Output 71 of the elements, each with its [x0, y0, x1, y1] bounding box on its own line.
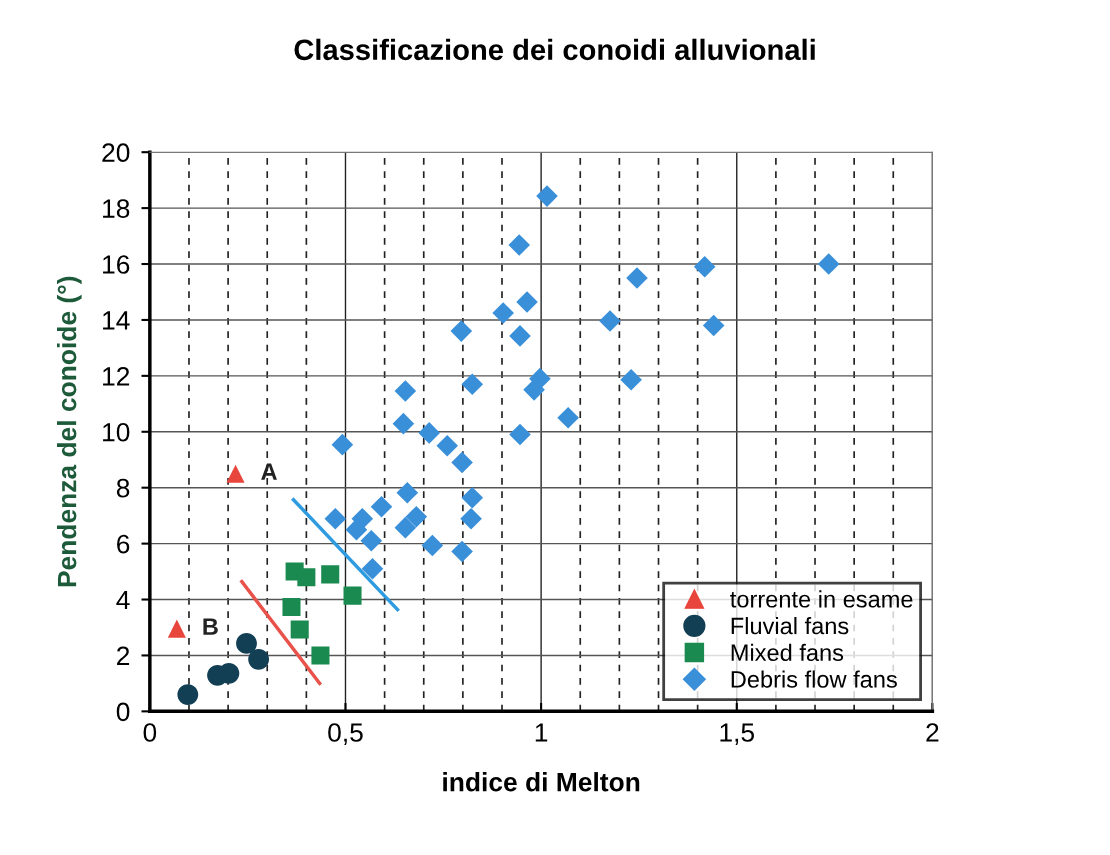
y-tick-label: 14	[103, 311, 130, 330]
y-tick-label: 6	[117, 534, 130, 554]
legend-label: Mixed fans	[731, 643, 844, 662]
legend-label: Debris flow fans	[731, 670, 897, 688]
point	[451, 451, 473, 474]
point	[817, 253, 840, 275]
legend-label: torrente in esame	[730, 590, 913, 608]
point	[343, 586, 362, 605]
point	[421, 534, 444, 557]
point	[331, 433, 354, 456]
chart-title: Classificazione dei conoidi alluvionali	[294, 38, 815, 61]
point	[620, 368, 642, 391]
point	[297, 568, 316, 587]
point	[248, 648, 270, 670]
point	[509, 325, 531, 347]
point	[626, 267, 648, 289]
x-tick-label: 1	[535, 723, 548, 742]
point	[282, 598, 301, 617]
point	[523, 379, 545, 401]
y-tick-label: 16	[103, 255, 130, 274]
point	[536, 185, 558, 207]
point	[436, 434, 459, 457]
point	[451, 540, 473, 563]
point	[226, 464, 245, 483]
x-axis-title: indice di Melton	[443, 772, 640, 792]
point	[370, 495, 393, 518]
point	[557, 406, 579, 429]
point	[460, 507, 482, 530]
x-tick-label: 2	[926, 723, 939, 742]
point	[345, 518, 368, 541]
y-tick-label: 4	[116, 590, 130, 610]
y-tick-label: 20	[102, 143, 130, 163]
x-tick-label: 0	[143, 723, 157, 742]
x-tick-label: 0,5	[328, 723, 363, 745]
legend-label: Fluvial fans	[731, 617, 849, 635]
annotation: A	[261, 463, 277, 480]
point	[167, 619, 186, 638]
y-tick-label: 2	[117, 646, 130, 665]
point	[599, 310, 621, 332]
point	[693, 256, 716, 278]
point	[394, 516, 417, 539]
point	[218, 662, 240, 684]
x-tick-label: 1,5	[720, 723, 754, 745]
y-tick-label: 12	[103, 366, 130, 386]
point	[492, 302, 514, 324]
point	[702, 314, 725, 337]
point	[311, 646, 330, 665]
y-tick-label: 8	[116, 478, 130, 498]
point	[177, 684, 199, 705]
point	[405, 505, 428, 528]
point	[516, 291, 538, 313]
point	[450, 320, 473, 342]
point	[508, 234, 531, 256]
point	[290, 620, 309, 639]
y-tick-label: 0	[116, 702, 130, 722]
y-tick-label: 10	[103, 422, 130, 442]
point	[360, 530, 383, 552]
point	[461, 486, 484, 509]
point	[236, 633, 257, 654]
point	[392, 412, 415, 435]
point	[324, 507, 347, 530]
point	[461, 373, 484, 396]
point	[361, 557, 384, 580]
point	[509, 423, 531, 446]
point	[321, 565, 340, 584]
y-axis-title: Pendenza del conoide (°)	[57, 276, 82, 587]
point	[418, 422, 441, 444]
annotation: B	[203, 618, 218, 635]
point	[396, 481, 419, 504]
point	[394, 380, 417, 402]
y-tick-label: 18	[103, 199, 130, 218]
